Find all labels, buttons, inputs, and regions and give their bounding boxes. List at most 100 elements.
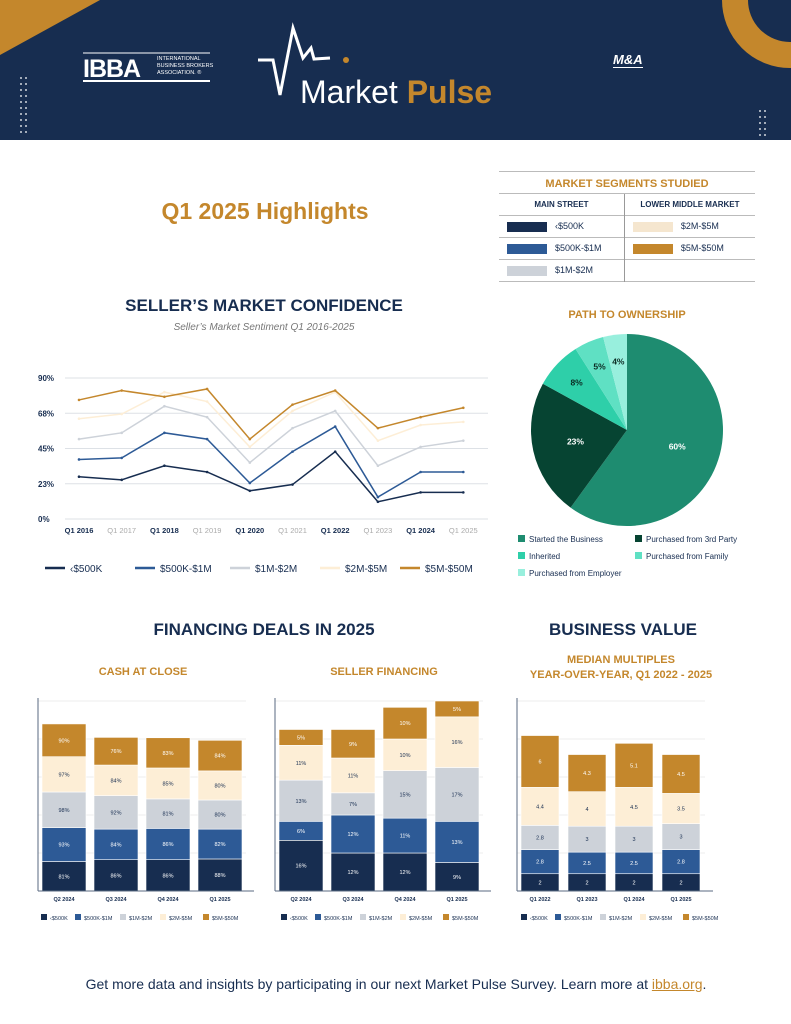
legend-label: ‹$500K — [530, 916, 548, 922]
bar-segment — [661, 754, 701, 794]
bar-segment — [434, 821, 480, 863]
data-point — [376, 426, 380, 430]
bar-segment — [330, 757, 376, 794]
median-multiples-chart: 2 2.8 2.8 4.4 6 Q1 2022 2 2.5 3 4 4.3 Q1 2023 2 2.5 3 4… — [516, 698, 719, 922]
bar-label: 90% — [58, 738, 69, 744]
bar-label: 92% — [110, 810, 121, 816]
bar-label: 2.8 — [677, 860, 685, 866]
data-point — [77, 417, 81, 421]
legend-swatch — [360, 914, 366, 920]
bar-label: 93% — [58, 843, 69, 849]
bar-label: 5.1 — [630, 763, 638, 769]
legend-label: Inherited — [529, 552, 560, 561]
ibba-logo: IBBA — [83, 55, 141, 83]
bar-label: 2.5 — [630, 861, 638, 867]
data-point — [248, 461, 252, 464]
legend-label: ‹$500K — [70, 564, 103, 575]
bar-segment — [382, 770, 428, 819]
y-tick-label: 23% — [38, 480, 54, 489]
data-point — [248, 489, 252, 493]
legend-label: $500K-$1M — [324, 916, 353, 922]
dot — [20, 77, 22, 79]
bar-label: 98% — [58, 808, 69, 814]
bar-segment — [434, 862, 480, 892]
slice-label: 8% — [570, 378, 583, 388]
x-tick-label: Q1 2025 — [449, 526, 478, 535]
x-tick-label: Q1 2018 — [150, 526, 179, 535]
legend-label: $2M-$5M — [649, 916, 673, 922]
dot — [20, 125, 22, 127]
bar-label: 17% — [451, 792, 462, 798]
data-point — [248, 445, 252, 449]
bar-label: 2.8 — [536, 860, 544, 866]
bar-segment — [41, 861, 87, 892]
ibba-logo-text: INTERNATIONAL BUSINESS BROKERS ASSOCIATION… — [157, 56, 214, 76]
legend-label: Purchased from 3rd Party — [646, 535, 737, 544]
pie-slice — [575, 337, 627, 430]
ibba-link[interactable]: ibba.org — [651, 976, 703, 992]
bar-segment — [661, 849, 701, 875]
bar-segment — [93, 737, 139, 766]
data-point — [205, 387, 209, 391]
data-point — [419, 423, 422, 427]
bar-segment — [614, 825, 654, 853]
dot — [25, 101, 27, 103]
dot — [759, 134, 761, 136]
multiples-title: MEDIAN MULTIPLES YEAR-OVER-YEAR, Q1 2022 … — [529, 654, 713, 681]
bar-segment — [520, 825, 560, 850]
dot — [20, 107, 22, 109]
bar-label: 5% — [297, 735, 305, 741]
data-point — [120, 456, 123, 460]
x-tick-label: Q2 2024 — [290, 897, 312, 903]
bar-label: 5% — [453, 707, 461, 713]
bar-label: 86% — [162, 842, 173, 848]
y-tick-label: 90% — [38, 374, 54, 383]
segment-row: $5M-$50M — [623, 237, 755, 260]
data-point — [291, 409, 294, 413]
dot — [20, 113, 22, 115]
bar-label: 76% — [110, 749, 121, 755]
bar-label: 15% — [399, 792, 410, 798]
bar-segment — [567, 754, 607, 792]
bar-segment — [41, 791, 87, 828]
bar-segment — [661, 823, 701, 850]
series-line — [78, 425, 464, 499]
legend-swatch — [640, 914, 646, 920]
bar-label: 81% — [58, 874, 69, 880]
pie-chart: 60% 23% 8% 5% 4% Started the Business Purchase… — [518, 334, 737, 578]
legend-label: ‹$500K — [50, 916, 68, 922]
bar-segment — [520, 735, 560, 788]
dot — [25, 131, 27, 133]
pie-title: PATH TO OWNERSHIP — [568, 309, 686, 321]
bar-label: 16% — [451, 740, 462, 746]
data-point — [376, 464, 380, 468]
slice-label: 5% — [593, 362, 606, 372]
bar-segment — [434, 716, 480, 768]
pulse-icon — [258, 22, 331, 96]
legend-swatch — [400, 914, 406, 920]
bar-label: 2.5 — [583, 861, 591, 867]
series-line — [78, 391, 464, 448]
dot — [20, 119, 22, 121]
x-tick-label: Q4 2024 — [157, 897, 179, 903]
bar-segment — [278, 779, 324, 822]
data-point — [462, 439, 465, 442]
legend-swatch — [120, 914, 126, 920]
bar-segment — [197, 828, 243, 860]
x-tick-label: Q4 2024 — [394, 897, 416, 903]
x-tick-label: Q1 2021 — [278, 526, 307, 535]
bar-label: 4.4 — [536, 804, 544, 810]
lower-middle-header: LOWER MIDDLE MARKET — [623, 193, 755, 216]
bar-label: 9% — [349, 742, 357, 748]
legend-label: $5M-$50M — [452, 916, 479, 922]
data-point — [419, 415, 422, 419]
legend-label: $2M-$5M — [345, 564, 387, 575]
legend-label: Purchased from Family — [646, 552, 728, 561]
x-tick-label: Q3 2024 — [342, 897, 364, 903]
legend-label: $1M-$2M — [609, 916, 633, 922]
pie-slice — [542, 348, 627, 430]
bar-segment — [520, 849, 560, 875]
bar-label: 10% — [399, 721, 410, 727]
legend-swatch — [518, 569, 525, 576]
bar-segment — [41, 756, 87, 793]
